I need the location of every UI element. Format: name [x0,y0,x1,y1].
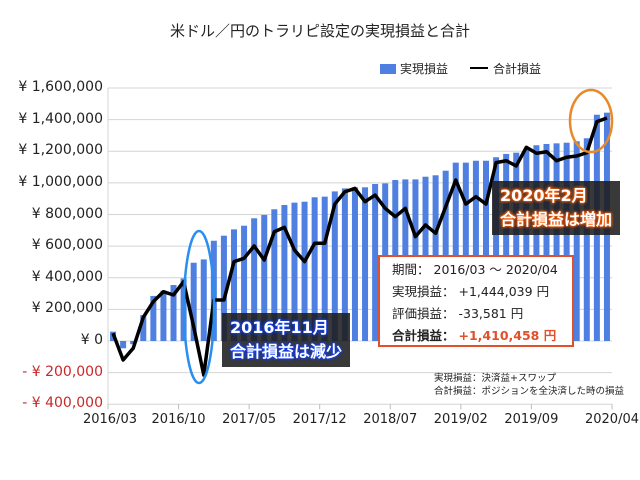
notes: 実現損益：決済益+スワップ 合計損益：ポジションを全決済した時の損益 [434,372,624,398]
bar [200,259,207,341]
summary-realized: 実現損益： +1,444,039 円 [392,284,550,299]
highlight-ellipse-2016-11 [182,229,216,385]
bar [503,153,510,341]
bar [351,187,358,341]
summary-box: 期間： 2016/03 ～ 2020/04 実現損益： +1,444,039 円… [378,255,574,347]
legend-bar-label: 実現損益 [400,62,449,76]
bar [573,141,580,341]
summary-period: 期間： 2016/03 ～ 2020/04 [392,262,558,277]
callout-decrease-text: 合計損益は減少 [230,342,343,361]
bar [362,187,369,341]
x-tick-label: 2016/03 [82,412,137,427]
bar [533,145,540,341]
bar [261,214,268,341]
bar [241,225,248,341]
bar [523,149,530,341]
y-tick-label: ¥ 1,200,000 [18,142,103,159]
legend: 実現損益 合計損益 [380,60,541,77]
y-tick-label: - ¥ 400,000 [22,395,103,412]
bar [231,229,237,341]
bar [190,262,197,341]
summary-total: 合計損益： +1,410,458 円 [392,328,557,343]
bar [160,290,167,341]
bar [341,188,348,341]
bar [291,202,298,341]
x-tick-label: 2017/12 [292,412,347,427]
bar [493,157,500,341]
bar [372,183,379,341]
callout-increase-date: 2020年2月 [500,186,588,205]
note-realized: 実現損益：決済益+スワップ [434,373,556,384]
bar [513,152,520,341]
bar [170,285,177,341]
callout-increase: 2020年2月 合計損益は増加 [492,181,621,235]
summary-unrealized: 評価損益： -33,581 円 [392,306,524,321]
legend-bar: 実現損益 [380,60,448,77]
legend-line-label: 合計損益 [493,62,542,76]
highlight-ellipse-2020-02 [568,88,614,154]
x-tick-label: 2019/02 [433,412,488,427]
x-tick-label: 2018/07 [363,412,418,427]
chart-title: 米ドル／円のトラリピ設定の実現損益と合計 [169,22,470,40]
bar [220,235,227,341]
y-tick-label: ¥ 800,000 [31,205,103,222]
bar [321,196,328,341]
y-tick-label: ¥ 1,000,000 [18,173,103,190]
y-tick-label: ¥ 0 [80,332,103,348]
callout-decrease: 2016年11月 合計損益は減少 [222,313,351,367]
y-tick-label: ¥ 1,400,000 [18,110,103,127]
bar [331,191,338,341]
legend-bar-swatch [380,64,396,74]
bar [462,162,469,341]
bar [301,201,308,341]
x-tick-label: 2020/04 [584,412,639,427]
y-tick-label: ¥ 400,000 [31,268,103,285]
y-tick-label: ¥ 1,600,000 [18,79,103,95]
note-total: 合計損益：ポジションを全決済した時の損益 [434,386,625,397]
bar [563,142,570,341]
bar [553,143,560,341]
y-tick-label: - ¥ 200,000 [22,363,103,380]
bar [130,341,137,345]
bar [311,197,318,341]
bar [452,162,459,341]
x-tick-label: 2019/09 [504,412,559,427]
bar [120,341,127,349]
bar [281,205,288,341]
callout-increase-text: 合計損益は増加 [500,210,613,229]
bar [583,138,590,341]
series-line [111,116,608,377]
bar [140,315,147,341]
bar [483,160,489,341]
bar [543,143,550,341]
legend-line-swatch [470,67,489,69]
bar [150,295,157,341]
bar [251,218,258,341]
bar [271,209,278,341]
callout-decrease-date: 2016年11月 [230,318,329,337]
legend-line: 合計損益 [470,60,541,77]
x-tick-label: 2016/10 [151,412,206,427]
bar [472,160,479,341]
y-tick-label: ¥ 600,000 [31,237,103,254]
y-tick-label: ¥ 200,000 [31,300,103,317]
x-tick-label: 2017/05 [222,412,277,427]
